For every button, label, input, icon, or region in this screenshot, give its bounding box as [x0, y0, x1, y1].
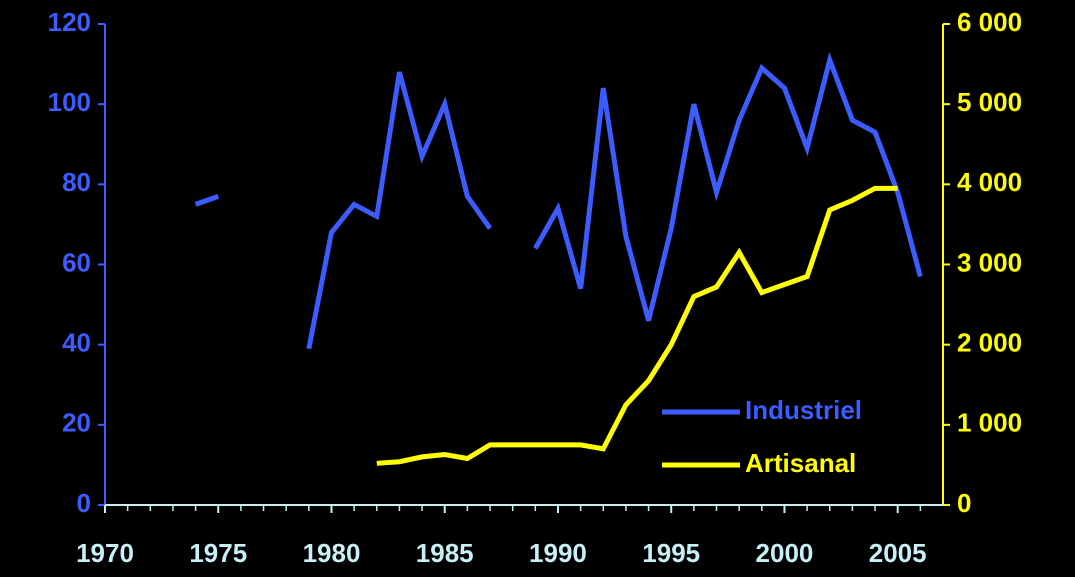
legend-label: Artisanal: [745, 448, 856, 478]
y2-tick-label: 4 000: [957, 167, 1022, 197]
y2-tick-label: 1 000: [957, 408, 1022, 438]
x-tick-label: 2000: [756, 538, 814, 568]
series-line: [194, 194, 220, 207]
series-line: [533, 51, 923, 322]
series-line: [306, 71, 493, 350]
y-tick-label: 40: [62, 328, 91, 358]
series-line: [376, 185, 898, 466]
y-tick-label: 0: [77, 488, 91, 518]
y-tick-label: 100: [48, 87, 91, 117]
x-tick-label: 1995: [642, 538, 700, 568]
x-tick-label: 1970: [76, 538, 134, 568]
y2-tick-label: 6 000: [957, 7, 1022, 37]
y-tick-label: 80: [62, 167, 91, 197]
y2-tick-label: 0: [957, 488, 971, 518]
y-tick-label: 120: [48, 7, 91, 37]
x-tick-label: 1990: [529, 538, 587, 568]
x-tick-label: 1975: [189, 538, 247, 568]
x-tick-label: 2005: [869, 538, 927, 568]
y2-tick-label: 3 000: [957, 247, 1022, 277]
y-tick-label: 20: [62, 408, 91, 438]
y2-tick-label: 5 000: [957, 87, 1022, 117]
y2-tick-label: 2 000: [957, 328, 1022, 358]
x-tick-label: 1980: [303, 538, 361, 568]
x-tick-label: 1985: [416, 538, 474, 568]
y-tick-label: 60: [62, 247, 91, 277]
legend-label: Industriel: [745, 395, 862, 425]
